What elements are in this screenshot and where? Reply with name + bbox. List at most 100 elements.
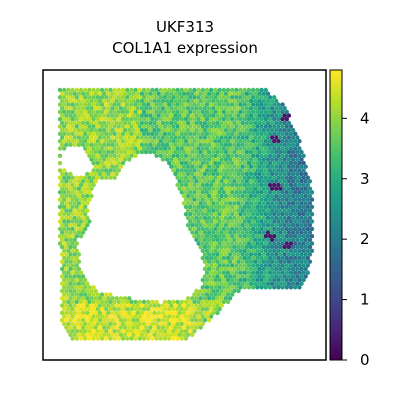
expression-spot [286,193,292,199]
expression-spot [299,164,304,169]
expression-spot [253,252,258,257]
expression-spot [244,164,250,169]
expression-spot [87,131,92,136]
expression-spot [93,135,98,140]
expression-spot [68,296,73,301]
expression-spot [293,241,298,246]
expression-spot [227,274,233,279]
expression-spot [288,124,294,129]
expression-spot [225,131,231,136]
expression-spot [288,226,294,232]
expression-spot [230,255,235,261]
expression-spot [217,307,222,312]
expression-spot [196,153,201,158]
expression-spot [112,321,117,327]
expression-spot [141,329,147,334]
expression-spot [76,193,82,199]
expression-spot [83,299,88,305]
expression-spot [190,318,195,323]
expression-spot [160,310,166,316]
expression-spot [95,329,101,334]
expression-spot [225,102,231,107]
expression-spot [206,106,212,111]
expression-spot [139,142,145,147]
expression-spot [213,139,218,144]
expression-spot [116,321,122,327]
expression-spot [179,299,184,305]
expression-spot [236,215,241,221]
expression-spot [70,307,75,312]
expression-spot [59,266,65,272]
expression-spot [267,146,273,151]
expression-spot [251,175,256,180]
expression-spot [110,135,115,140]
expression-spot [78,212,84,217]
expression-spot [162,87,168,93]
expression-spot [133,124,138,129]
expression-spot [227,106,233,111]
expression-spot [303,186,308,191]
expression-spot [116,87,122,93]
expression-spot [251,263,256,268]
expression-spot [164,318,170,323]
expression-spot [85,215,90,221]
expression-spot [211,91,216,96]
expression-spot [309,204,315,210]
expression-spot [253,186,258,191]
expression-spot [248,135,254,140]
expression-spot [61,299,67,305]
expression-spot [211,142,216,147]
expression-spot [280,139,285,144]
expression-spot [112,299,117,305]
expression-spot [64,142,69,147]
expression-spot [246,255,252,261]
expression-spot [78,117,84,122]
expression-spot [106,318,111,323]
expression-spot [110,303,115,308]
expression-spot [248,186,254,191]
expression-spot [74,336,80,341]
expression-spot [175,336,180,341]
expression-spot [276,255,281,261]
expression-spot [204,124,210,129]
expression-spot [255,241,260,246]
expression-spot [198,318,203,323]
expression-spot [72,332,77,337]
expression-spot [146,109,151,115]
expression-spot [196,204,201,210]
expression-spot [276,131,281,136]
expression-spot [211,128,216,133]
expression-spot [263,175,268,180]
expression-spot [269,157,275,162]
expression-spot [257,274,262,279]
expression-spot [257,186,262,191]
expression-spot [213,117,218,122]
expression-spot [198,230,203,235]
expression-spot [57,102,63,107]
expression-spot [70,87,75,93]
expression-spot [217,175,222,180]
expression-spot [219,244,224,250]
expression-spot [293,131,298,136]
expression-spot [284,160,289,166]
expression-spot [108,299,113,305]
expression-spot [204,87,210,93]
expression-spot [122,157,128,162]
expression-spot [131,120,136,126]
expression-spot [225,226,231,232]
expression-spot [265,223,271,228]
expression-spot [70,277,75,283]
expression-spot [265,171,271,177]
expression-spot [104,146,109,151]
expression-spot [263,226,268,232]
expression-spot [74,299,80,305]
expression-spot [232,252,237,257]
expression-spot [76,281,82,286]
expression-spot [154,321,159,327]
expression-spot [202,274,208,279]
expression-spot [219,296,224,301]
expression-spot [240,157,245,162]
expression-spot [232,215,237,221]
expression-spot [72,106,77,111]
expression-spot [267,270,273,275]
